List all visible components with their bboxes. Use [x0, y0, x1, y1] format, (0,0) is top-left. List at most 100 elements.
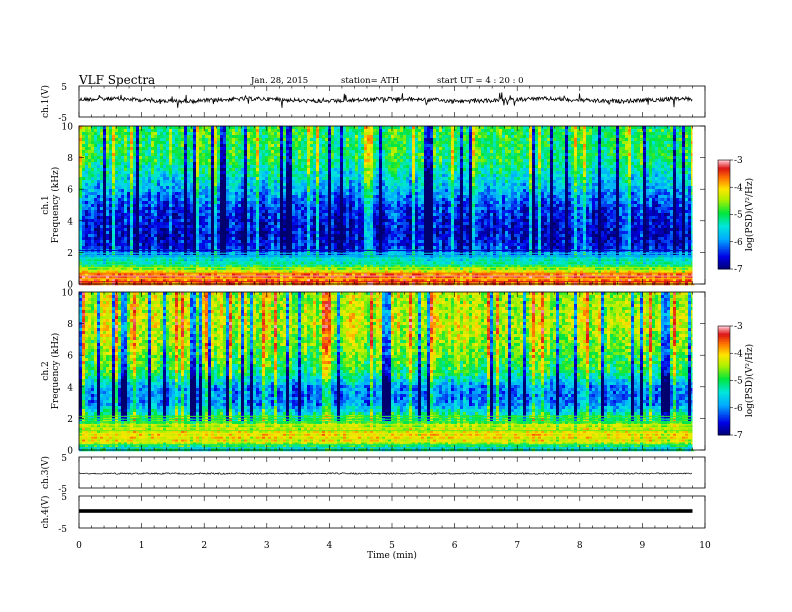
spectrogram-cell [100, 165, 104, 169]
spectrogram-cell [142, 174, 146, 178]
spectrogram-cell [265, 144, 269, 148]
spectrogram-cell [163, 207, 167, 211]
spectrogram-cell [184, 159, 188, 163]
spectrogram-cell [124, 141, 128, 145]
spectrogram-cell [148, 279, 152, 283]
spectrogram-cell [244, 144, 248, 148]
spectrogram-cell [184, 210, 188, 214]
spectrogram-cell [223, 156, 227, 160]
spectrogram-cell [193, 216, 197, 220]
spectrogram-cell [292, 261, 296, 265]
spectrogram-cell [298, 168, 302, 172]
spectrogram-cell [265, 162, 269, 166]
spectrogram-cell [310, 192, 314, 196]
spectrogram-cell [169, 234, 173, 238]
spectrogram-cell [97, 279, 101, 283]
spectrogram-cell [220, 210, 224, 214]
spectrogram-cell [133, 234, 137, 238]
spectrogram-cell [130, 225, 134, 229]
spectrogram-cell [85, 129, 89, 133]
spectrogram-cell [133, 171, 137, 175]
spectrogram-cell [244, 135, 248, 139]
spectrogram-cell [145, 153, 149, 157]
spectrogram-cell [229, 270, 233, 274]
spectrogram-cell [154, 135, 158, 139]
spectrogram-cell [130, 270, 134, 274]
spectrogram-cell [220, 207, 224, 211]
spectrogram-cell [142, 279, 146, 283]
spectrogram-cell [133, 144, 137, 148]
spectrogram-cell [349, 270, 353, 274]
spectrogram-cell [301, 177, 305, 181]
spectrogram-cell [100, 135, 104, 139]
spectrogram-cell [244, 201, 248, 205]
spectrogram-cell [199, 147, 203, 151]
spectrogram-cell [331, 180, 335, 184]
spectrogram-cell [232, 129, 236, 133]
spectrogram-cell [136, 228, 140, 232]
spectrogram-cell [316, 189, 320, 193]
spectrogram-cell [229, 153, 233, 157]
spectrogram-cell [121, 210, 125, 214]
spectrogram-cell [232, 165, 236, 169]
spectrogram-cell [202, 153, 206, 157]
spectrogram-cell [337, 204, 341, 208]
spectrogram-cell [220, 234, 224, 238]
spectrogram-cell [88, 213, 92, 217]
spectrogram-cell [214, 234, 218, 238]
spectrogram-cell [232, 135, 236, 139]
spectrogram-cell [130, 171, 134, 175]
spectrogram-cell [109, 156, 113, 160]
spectrogram-cell [337, 201, 341, 205]
spectrogram-cell [127, 132, 131, 136]
spectrogram-cell [115, 279, 119, 283]
spectrogram-cell [277, 222, 281, 226]
spectrogram-cell [295, 132, 299, 136]
spectrogram-cell [175, 273, 179, 277]
spectrogram-cell [94, 138, 98, 142]
spectrogram-cell [331, 132, 335, 136]
spectrogram-cell [184, 186, 188, 190]
spectrogram-cell [88, 135, 92, 139]
spectrogram-cell [178, 231, 182, 235]
spectrogram-cell [268, 147, 272, 151]
spectrogram-cell [241, 150, 245, 154]
spectrogram-cell [286, 207, 290, 211]
spectrogram-cell [115, 162, 119, 166]
spectrogram-cell [355, 129, 359, 133]
spectrogram-cell [109, 138, 113, 142]
spectrogram-cell [298, 177, 302, 181]
spectrogram-cell [244, 156, 248, 160]
spectrogram-cell [256, 222, 260, 226]
spectrogram-cell [337, 177, 341, 181]
spectrogram-cell [247, 168, 251, 172]
spectrogram-cell [247, 180, 251, 184]
spectrogram-cell [193, 159, 197, 163]
spectrogram-cell [325, 180, 329, 184]
spectrogram-cell [175, 213, 179, 217]
spectrogram-cell [118, 177, 122, 181]
spectrogram-cell [103, 159, 107, 163]
spectrogram-cell [91, 183, 95, 187]
spectrogram-cell [211, 189, 215, 193]
spectrogram-cell [247, 207, 251, 211]
spectrogram-cell [349, 198, 353, 202]
spectrogram-cell [136, 144, 140, 148]
spectrogram-cell [325, 159, 329, 163]
spectrogram-cell [181, 132, 185, 136]
spectrogram-cell [295, 273, 299, 277]
spectrogram-cell [88, 273, 92, 277]
spectrogram-cell [205, 279, 209, 283]
spectrogram-cell [145, 189, 149, 193]
spectrogram-cell [163, 138, 167, 142]
spectrogram-cell [304, 237, 308, 241]
spectrogram-cell [151, 153, 155, 157]
spectrogram-cell [322, 201, 326, 205]
spectrogram-cell [187, 141, 191, 145]
spectrogram-cell [349, 180, 353, 184]
spectrogram-cell [235, 261, 239, 265]
spectrogram-cell [319, 195, 323, 199]
spectrogram-cell [262, 159, 266, 163]
spectrogram-cell [259, 126, 263, 130]
spectrogram-cell [265, 195, 269, 199]
